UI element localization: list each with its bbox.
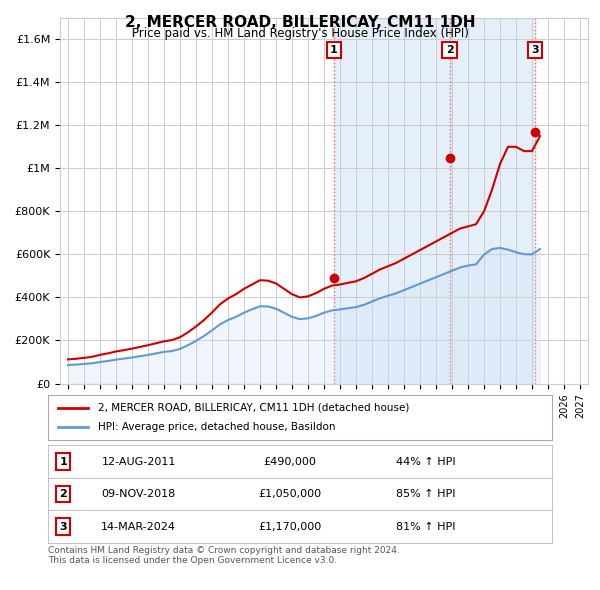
Text: 85% ↑ HPI: 85% ↑ HPI	[396, 489, 456, 499]
Text: HPI: Average price, detached house, Basildon: HPI: Average price, detached house, Basi…	[98, 422, 336, 432]
Text: £490,000: £490,000	[263, 457, 316, 467]
Text: 14-MAR-2024: 14-MAR-2024	[101, 522, 176, 532]
Text: 1: 1	[330, 45, 338, 55]
Text: 3: 3	[59, 522, 67, 532]
Text: 1: 1	[59, 457, 67, 467]
Text: 81% ↑ HPI: 81% ↑ HPI	[396, 522, 456, 532]
Text: 12-AUG-2011: 12-AUG-2011	[101, 457, 176, 467]
Text: 3: 3	[532, 45, 539, 55]
Bar	[449, 18, 535, 384]
Text: 2: 2	[59, 489, 67, 499]
Text: £1,050,000: £1,050,000	[259, 489, 322, 499]
Text: 2: 2	[446, 45, 454, 55]
Text: £1,170,000: £1,170,000	[258, 522, 322, 532]
Text: 09-NOV-2018: 09-NOV-2018	[101, 489, 176, 499]
Bar	[334, 18, 449, 384]
Text: 44% ↑ HPI: 44% ↑ HPI	[396, 457, 456, 467]
Text: Price paid vs. HM Land Registry's House Price Index (HPI): Price paid vs. HM Land Registry's House …	[131, 27, 469, 40]
Text: Contains HM Land Registry data © Crown copyright and database right 2024.
This d: Contains HM Land Registry data © Crown c…	[48, 546, 400, 565]
Text: 2, MERCER ROAD, BILLERICAY, CM11 1DH (detached house): 2, MERCER ROAD, BILLERICAY, CM11 1DH (de…	[98, 403, 410, 412]
Text: 2, MERCER ROAD, BILLERICAY, CM11 1DH: 2, MERCER ROAD, BILLERICAY, CM11 1DH	[125, 15, 475, 30]
